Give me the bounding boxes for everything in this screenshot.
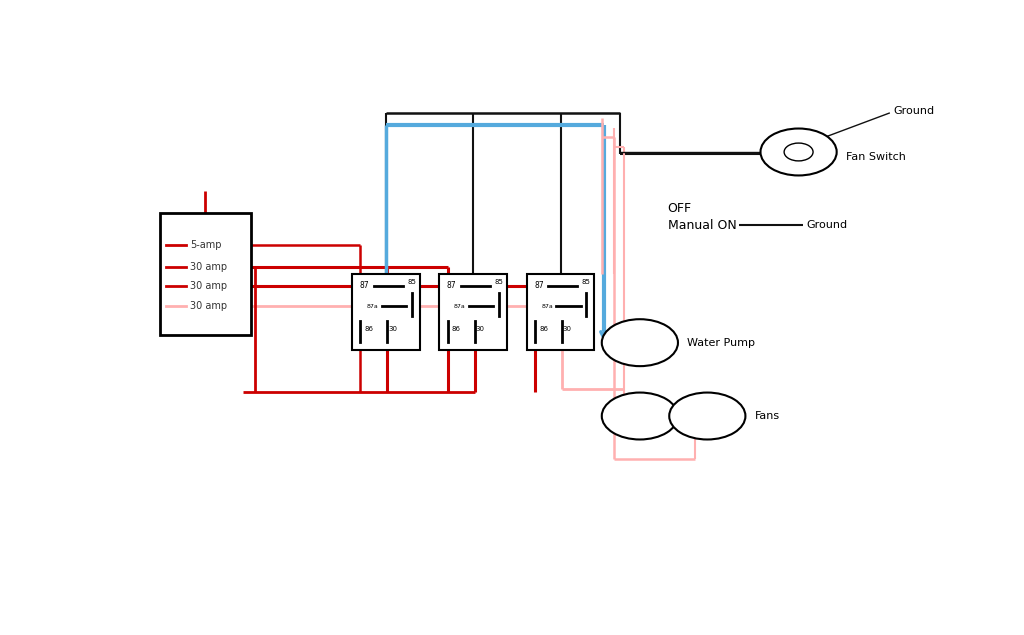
Text: Fan Switch: Fan Switch <box>846 152 906 162</box>
Text: 87a: 87a <box>454 304 466 309</box>
Text: 30: 30 <box>563 326 571 332</box>
Bar <box>526 274 594 350</box>
Circle shape <box>602 392 678 439</box>
Text: 87a: 87a <box>541 304 553 309</box>
Text: 87: 87 <box>446 281 457 290</box>
Bar <box>160 213 251 335</box>
Text: 85: 85 <box>408 279 416 285</box>
Text: 86: 86 <box>365 326 374 332</box>
Bar <box>352 274 420 350</box>
Text: 5-amp: 5-amp <box>189 240 221 250</box>
Text: 30 amp: 30 amp <box>189 281 227 291</box>
Text: 30 amp: 30 amp <box>189 262 227 272</box>
Text: 30: 30 <box>475 326 484 332</box>
Text: 85: 85 <box>582 279 591 285</box>
Text: 87a: 87a <box>367 304 378 309</box>
Text: 87: 87 <box>535 281 544 290</box>
Text: 85: 85 <box>495 279 503 285</box>
Text: Fans: Fans <box>755 411 780 421</box>
Text: Ground: Ground <box>894 107 935 116</box>
Text: Water Pump: Water Pump <box>687 338 756 348</box>
Circle shape <box>784 143 813 161</box>
Circle shape <box>761 128 837 175</box>
Text: OFF: OFF <box>668 202 692 215</box>
Text: Ground: Ground <box>807 220 848 231</box>
Text: 87: 87 <box>359 281 369 290</box>
Bar <box>439 274 507 350</box>
Circle shape <box>602 319 678 366</box>
Text: 30: 30 <box>388 326 397 332</box>
Circle shape <box>670 392 745 439</box>
Text: 86: 86 <box>540 326 548 332</box>
Text: 30 amp: 30 amp <box>189 301 227 311</box>
Text: Manual ON: Manual ON <box>668 219 736 232</box>
Text: 86: 86 <box>452 326 461 332</box>
